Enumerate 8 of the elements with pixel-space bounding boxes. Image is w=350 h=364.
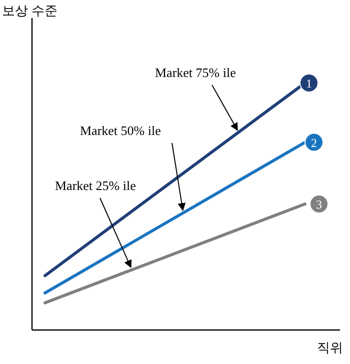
annotation: Market 25% ile (55, 178, 136, 193)
annotation: Market 50% ile (80, 123, 162, 138)
text: Market 75% ile (155, 65, 236, 80)
series-label: 1 (306, 76, 312, 90)
x-axis-title: 직위 (317, 340, 343, 355)
y-axis-title: 보상 수준 (2, 3, 58, 18)
series-label: 3 (316, 198, 322, 212)
series-label: 2 (311, 136, 317, 150)
